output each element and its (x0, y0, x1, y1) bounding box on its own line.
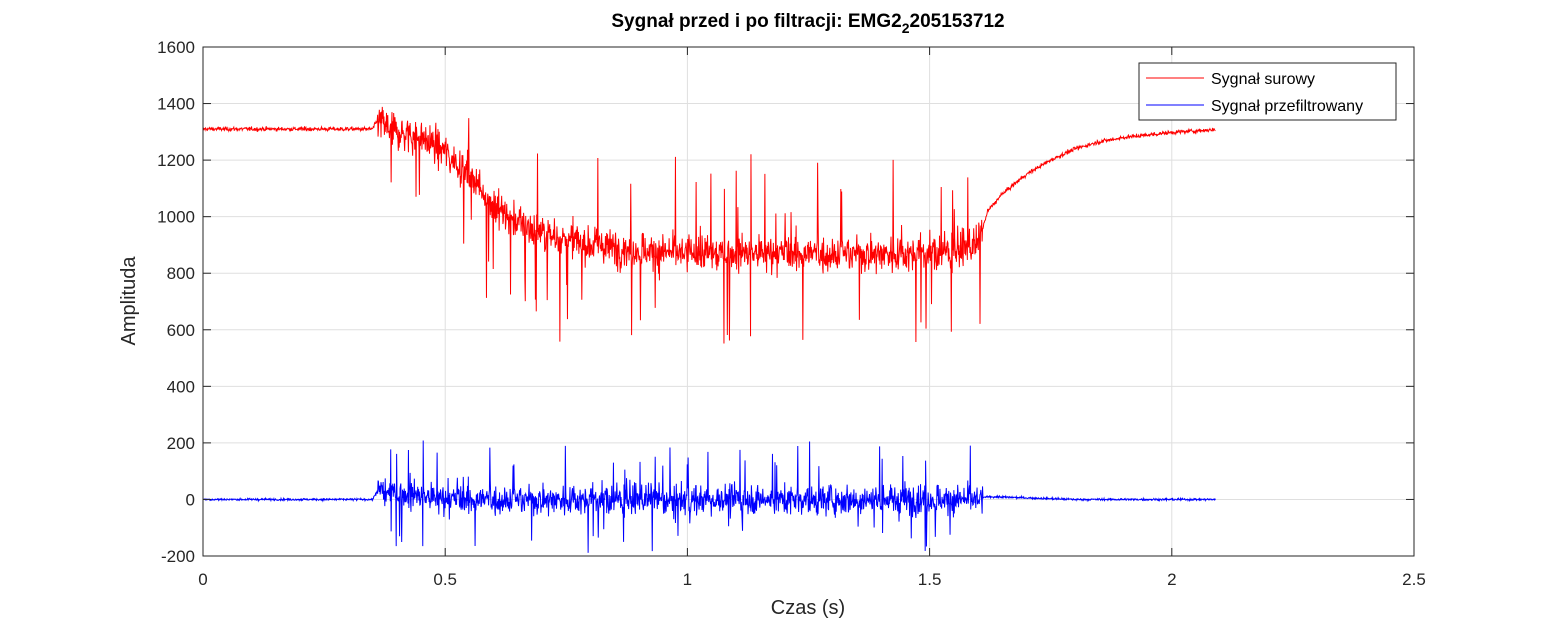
y-tick-label: 200 (167, 434, 195, 453)
x-tick-label: 1.5 (918, 570, 942, 589)
y-tick-label: -200 (161, 547, 195, 566)
filtered-signal-line (202, 440, 1216, 553)
x-ticks: 0 0.5 1 1.5 2 2.5 (198, 47, 1426, 589)
y-tick-label: 1000 (157, 208, 195, 227)
y-tick-label: 1400 (157, 95, 195, 114)
legend-label-filtered: Sygnał przefiltrowany (1211, 98, 1363, 115)
plot-border (202, 46, 1415, 557)
legend-box (1138, 62, 1397, 121)
title-main: Sygnał przed i po filtracji: EMG2 (611, 11, 901, 32)
y-ticks: -200 0 200 400 600 800 1000 1200 1400 1600 (157, 38, 1414, 566)
legend: Sygnał surowy Sygnał przefiltrowany (1138, 62, 1397, 121)
y-tick-label: 1600 (157, 38, 195, 57)
series-layer (202, 106, 1216, 553)
plot-area (203, 47, 1414, 556)
x-tick-label: 2 (1167, 570, 1176, 589)
x-axis-label: Czas (s) (771, 597, 845, 619)
y-tick-label: 800 (167, 264, 195, 283)
x-tick-label: 2.5 (1402, 570, 1426, 589)
chart-title: Sygnał przed i po filtracji: EMG22205153… (611, 11, 1004, 36)
title-suffix: 205153712 (910, 11, 1005, 32)
y-tick-label: 400 (167, 377, 195, 396)
y-tick-label: 1200 (157, 151, 195, 170)
legend-label-raw: Sygnał surowy (1211, 71, 1315, 88)
x-tick-label: 0 (198, 570, 207, 589)
y-tick-label: 0 (186, 490, 195, 509)
raw-signal-line (202, 106, 1216, 344)
x-tick-label: 1 (683, 570, 692, 589)
y-tick-label: 600 (167, 321, 195, 340)
x-tick-label: 0.5 (433, 570, 457, 589)
y-axis-label: Amplituda (118, 256, 140, 346)
title-subscript: 2 (902, 20, 910, 36)
